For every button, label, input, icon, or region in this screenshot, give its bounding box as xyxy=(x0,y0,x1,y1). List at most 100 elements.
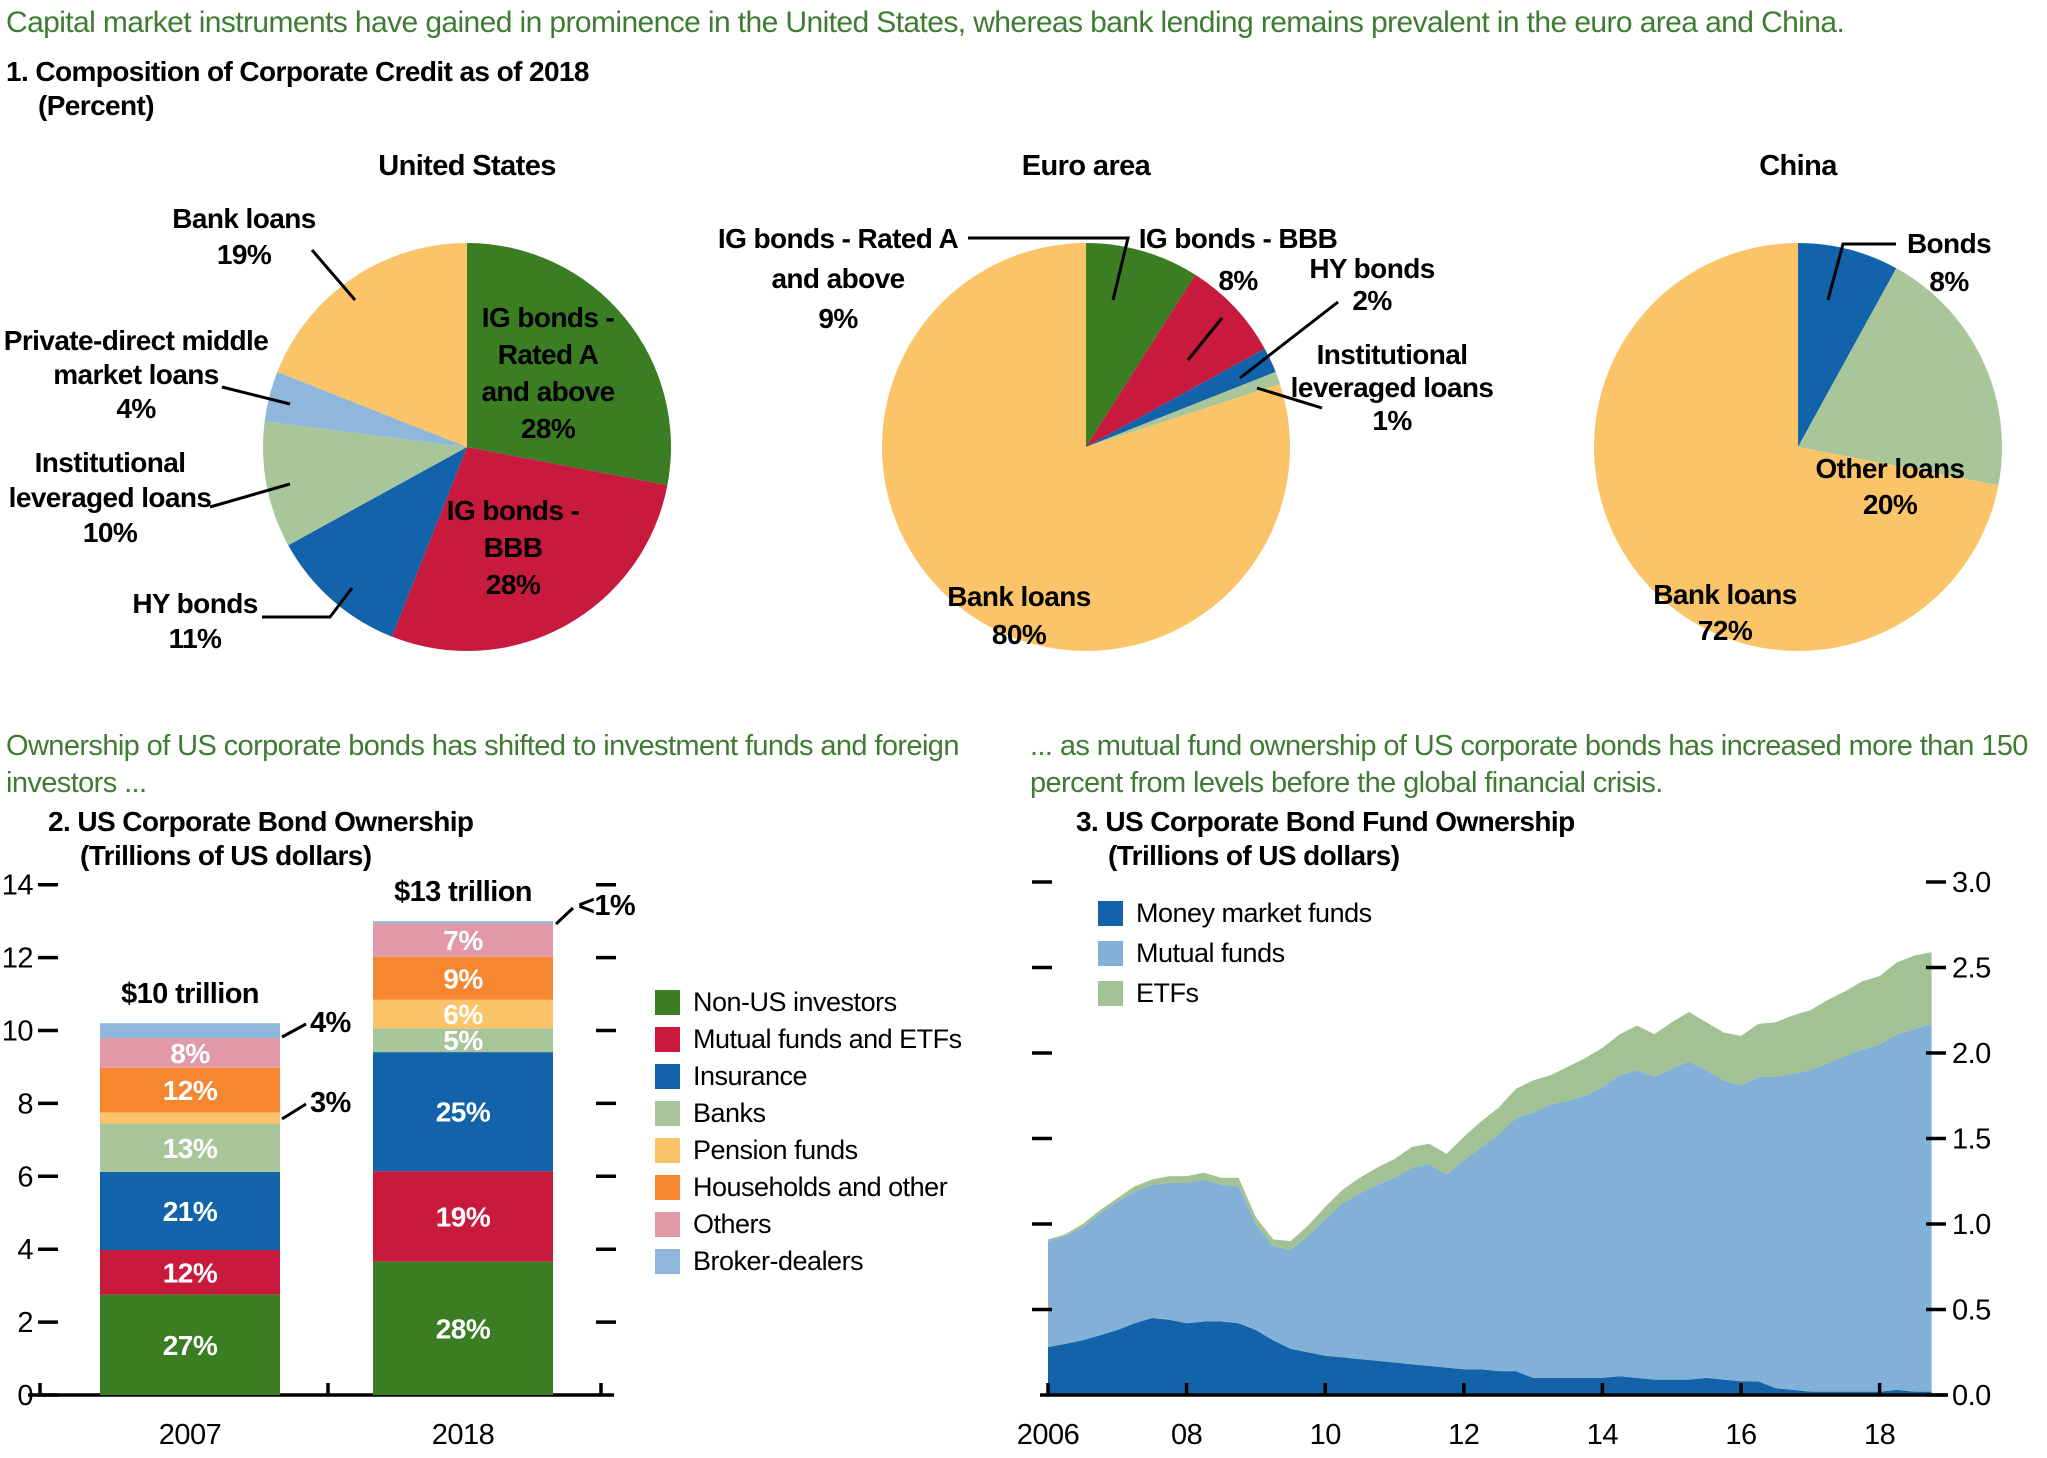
y-axis-label: 1.5 xyxy=(1952,1124,1991,1156)
pie-slice xyxy=(288,447,467,637)
bar-segment xyxy=(373,921,553,924)
leader-line xyxy=(1256,386,1323,410)
bar-segment xyxy=(373,1171,553,1262)
y-axis-label: 10 xyxy=(2,1016,33,1048)
x-axis-label: 16 xyxy=(1725,1419,1756,1451)
bar-total-label: $13 trillion xyxy=(394,876,532,908)
y-axis-label: 0.0 xyxy=(1952,1380,1991,1412)
pie-label: Institutional leveraged loans 1% xyxy=(1291,339,1494,436)
x-axis-label: 14 xyxy=(1587,1419,1619,1451)
pie-slice xyxy=(882,243,1291,651)
bar-chart-legend: Non-US investors Mutual funds and ETFs Ins… xyxy=(655,984,962,1280)
legend-swatch xyxy=(655,1175,680,1200)
pie-label: Bank loans 19% xyxy=(172,203,315,270)
leader-line xyxy=(281,1102,307,1121)
legend-item-banks: Banks xyxy=(655,1095,962,1132)
y-axis-label: 2.0 xyxy=(1952,1038,1991,1070)
bar-chart: 0 2 4 6 8 10 12 14 27% 12% 21% 13% 12% 8% $10 trillion… xyxy=(2,870,637,1451)
bar-segment xyxy=(373,956,553,1000)
pie-title: China xyxy=(1759,150,1838,182)
pie-label: Institutional leveraged loans 10% xyxy=(9,447,212,548)
bar-total-label: $10 trillion xyxy=(121,978,259,1010)
pie-slice xyxy=(1798,268,2003,486)
y-axis-label: 6 xyxy=(17,1161,33,1193)
pie-label: Other loans 20% xyxy=(1816,453,1965,520)
legend-swatch xyxy=(1098,900,1123,926)
bar-segment-label: 13% xyxy=(163,1133,218,1164)
leader-line xyxy=(554,906,575,926)
legend-item-insurance: Insurance xyxy=(655,1058,962,1095)
pie-slice xyxy=(1594,243,1999,652)
legend-swatch xyxy=(655,1212,680,1237)
pie-title: Euro area xyxy=(1022,150,1152,182)
y-axis-label: 14 xyxy=(2,870,34,902)
x-axis-label: 2018 xyxy=(432,1419,495,1451)
legend-item-mutual-funds: Mutual funds xyxy=(1098,933,1372,973)
legend-label: Money market funds xyxy=(1136,897,1372,928)
leader-line xyxy=(1826,242,1896,301)
panel2-caption: Ownership of US corporate bonds has shif… xyxy=(6,730,959,799)
bar-segment-label: 28% xyxy=(436,1313,491,1344)
legend-label: Pension funds xyxy=(693,1135,858,1165)
y-axis-label: 2.5 xyxy=(1952,953,1991,985)
area-chart: 2006 08 10 12 14 16 18 0.0 0.5 1.0 1.5 2.0 2.5 3.0 xyxy=(1017,867,1992,1451)
bar-segment xyxy=(373,1261,553,1395)
bar-segment-label: 5% xyxy=(443,1025,483,1056)
y-axis-label: 0.5 xyxy=(1952,1295,1991,1327)
pie-slice xyxy=(1086,274,1265,447)
bar-segment xyxy=(100,1023,280,1039)
y-axis-label: 3.0 xyxy=(1952,867,1991,899)
bar-segment-label: 25% xyxy=(436,1097,491,1128)
bar-segment xyxy=(373,1028,553,1053)
legend-swatch xyxy=(1098,980,1123,1006)
y-axis-label: 4 xyxy=(17,1234,33,1266)
legend-label: Mutual funds and ETFs xyxy=(693,1024,962,1054)
panel1-subtitle: (Percent) xyxy=(38,90,155,121)
x-axis-label: 18 xyxy=(1864,1419,1895,1451)
legend-item-households-and-other: Households and other xyxy=(655,1169,962,1206)
leader-line xyxy=(310,249,357,301)
bar-segment-label: 7% xyxy=(443,925,483,956)
bar-segment xyxy=(373,999,553,1029)
pie-label: Bank loans 80% xyxy=(947,581,1090,650)
legend-swatch xyxy=(655,1064,680,1089)
y-axis-label: 8 xyxy=(17,1088,33,1120)
pie-slice xyxy=(277,243,467,447)
legend-item-etfs: ETFs xyxy=(1098,973,1372,1013)
panel1-title: 1. Composition of Corporate Credit as of… xyxy=(6,56,589,87)
pie-label: IG bonds -BBB 28% xyxy=(447,495,580,600)
pie-label: HY bonds 11% xyxy=(132,588,257,654)
pie-slice xyxy=(1086,348,1276,447)
leader-line xyxy=(968,236,1130,301)
pie-china: China Bonds 8% Other loans 20% Bank loans 72% xyxy=(1594,150,2003,652)
bar-segment-label: 19% xyxy=(436,1201,491,1232)
legend-item-money-market-funds: Money market funds xyxy=(1098,893,1372,933)
bar-segment xyxy=(100,1067,280,1113)
legend-swatch xyxy=(655,990,680,1015)
y-axis-label: 1.0 xyxy=(1952,1209,1991,1241)
legend-label: Mutual funds xyxy=(1136,937,1285,968)
bar-segment-label: 6% xyxy=(443,999,483,1030)
legend-item-mutual-funds-and-etfs: Mutual funds and ETFs xyxy=(655,1021,962,1058)
bar-segment-label: 8% xyxy=(170,1038,210,1069)
pie-slice xyxy=(263,421,467,546)
leader-line xyxy=(221,385,291,406)
bar-segment-label: 12% xyxy=(163,1257,218,1288)
pie-slice xyxy=(1086,371,1281,447)
pie-label: Bank loans 72% xyxy=(1653,579,1796,646)
bar-segment xyxy=(373,1052,553,1172)
legend-swatch xyxy=(655,1101,680,1126)
bar-callout-label: <1% xyxy=(578,890,636,922)
pie-title: United States xyxy=(378,150,556,182)
bar-segment xyxy=(100,1112,280,1124)
pie-slice xyxy=(467,243,672,486)
legend-label: Households and other xyxy=(693,1172,948,1202)
bar-segment-label: 12% xyxy=(163,1075,218,1106)
pie-label: Private-direct middle market loans 4% xyxy=(4,325,268,424)
panel3-title: 3. US Corporate Bond Fund Ownership xyxy=(1076,806,1575,837)
bar-segment xyxy=(373,923,553,957)
